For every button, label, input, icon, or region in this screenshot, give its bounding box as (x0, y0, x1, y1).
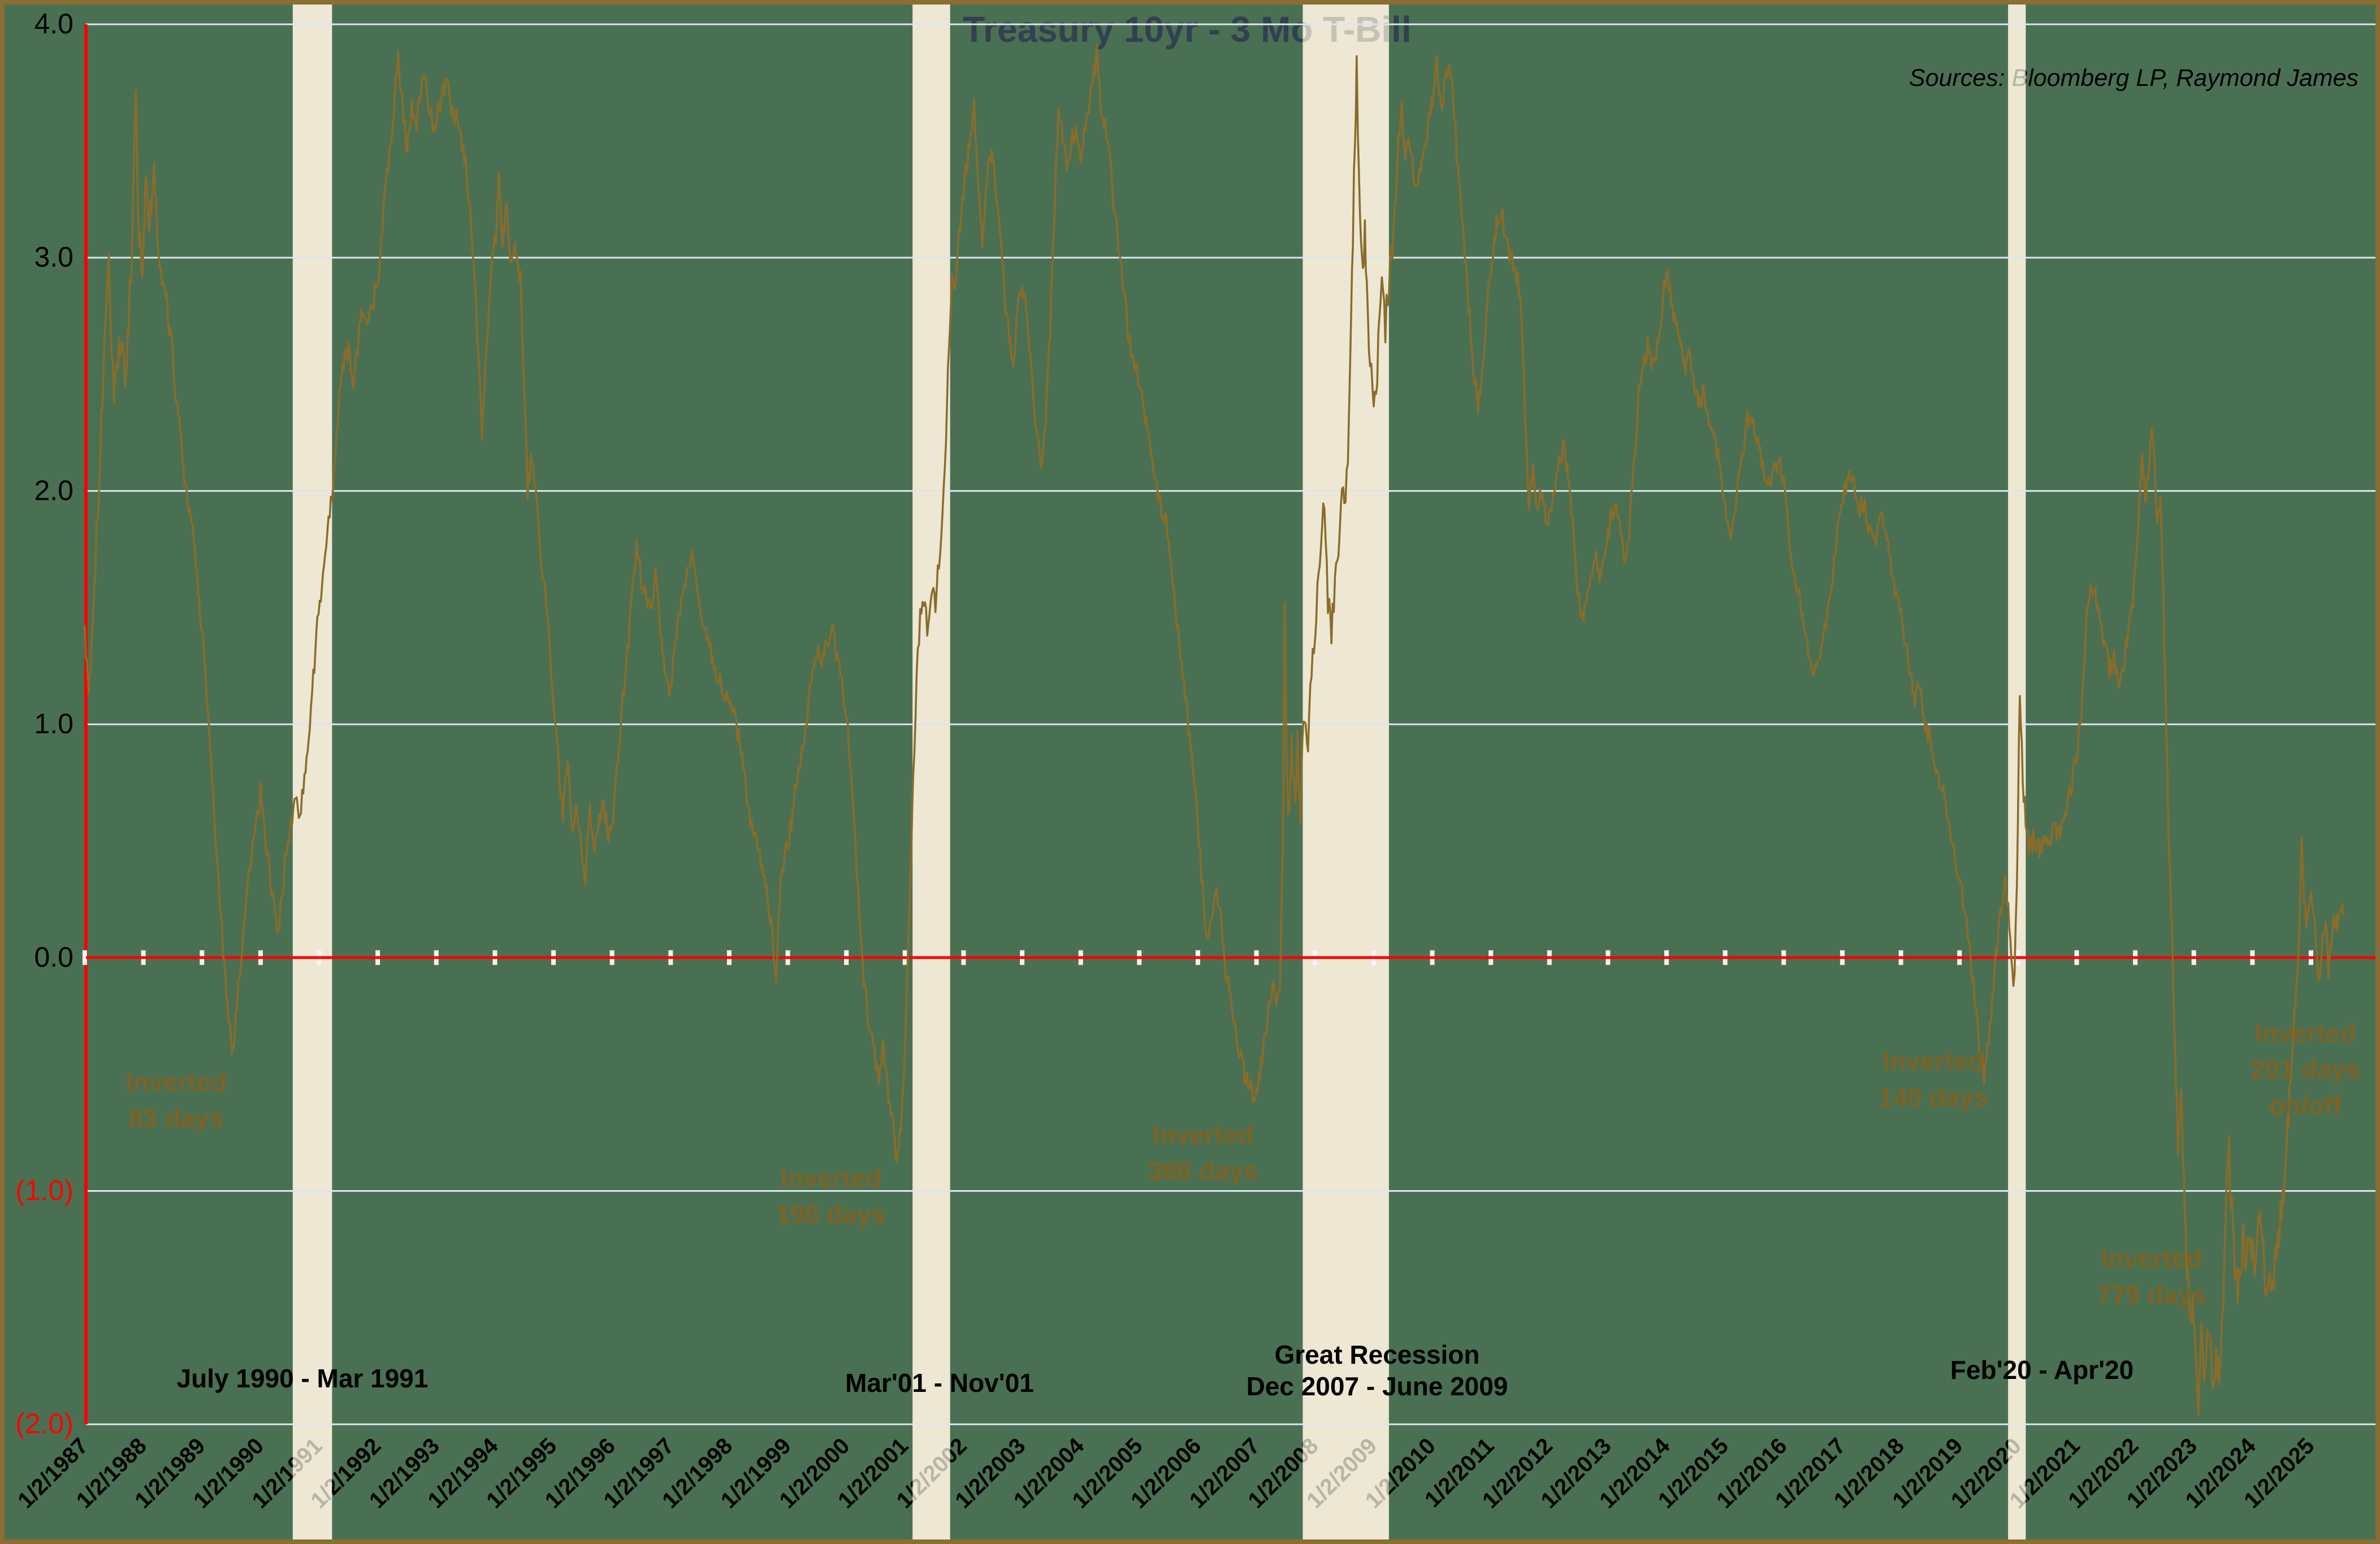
inversion-annotation-line: 196 days (776, 1200, 886, 1229)
y-axis-label: 4.0 (34, 8, 73, 40)
recession-bands-layer (292, 5, 2026, 1539)
inversion-annotation-line: 83 days (129, 1104, 224, 1133)
annotations-layer: Inverted 83 days Inverted 196 days Inverted 3… (126, 1018, 2361, 1309)
recession-caption-line: July 1990 - Mar 1991 (177, 1364, 429, 1393)
series-layer (84, 43, 2344, 1416)
inversion-annotation-line: 201 days (2251, 1054, 2360, 1084)
inversion-annotation-line: Inverted (1153, 1120, 1254, 1149)
recession-caption-line: Dec 2007 - June 2009 (1247, 1372, 1508, 1401)
recession-band-overlay (912, 5, 950, 1539)
inversion-annotation-line: 779 days (2097, 1280, 2206, 1309)
y-axis-label: (1.0) (15, 1175, 73, 1206)
inversion-annotation-line: 388 days (1148, 1156, 1258, 1186)
inversion-annotation-line: Inverted (2255, 1018, 2356, 1048)
year-tick (83, 950, 87, 965)
inversion-annotation-line: Inverted (2101, 1244, 2202, 1273)
inversion-annotation-line: 140 days (1879, 1083, 1988, 1112)
y-axis-label: 0.0 (34, 941, 73, 973)
recession-band-overlay (292, 5, 332, 1539)
recession-caption-line: Feb'20 - Apr'20 (1950, 1355, 2134, 1385)
inversion-annotation-line: Inverted (126, 1067, 227, 1097)
recession-caption-line: Mar'01 - Nov'01 (845, 1368, 1034, 1398)
sources-note: Sources: Bloomberg LP, Raymond James (1909, 64, 2359, 92)
inversion-annotation-line: Inverted (781, 1164, 882, 1193)
captions-layer: July 1990 - Mar 1991 Mar'01 - Nov'01 Great… (177, 1340, 2134, 1401)
recession-caption-line: Great Recession (1274, 1340, 1479, 1369)
y-axis-label: 3.0 (34, 241, 73, 273)
y-axis-labels-layer: 4.0 3.0 2.0 1.0 0.0 (1.0) (2.0) (15, 8, 73, 1439)
y-axis-label: 2.0 (34, 474, 73, 506)
y-axis-label: 1.0 (34, 708, 73, 739)
inversion-annotation-line: Inverted (1883, 1046, 1984, 1076)
inversion-annotation-line: on/off (2269, 1091, 2342, 1120)
recession-band-overlay (1302, 5, 1389, 1539)
y-axis-label: (2.0) (15, 1408, 73, 1439)
axis-layer (83, 24, 2375, 1425)
spread-line (84, 43, 2344, 1416)
